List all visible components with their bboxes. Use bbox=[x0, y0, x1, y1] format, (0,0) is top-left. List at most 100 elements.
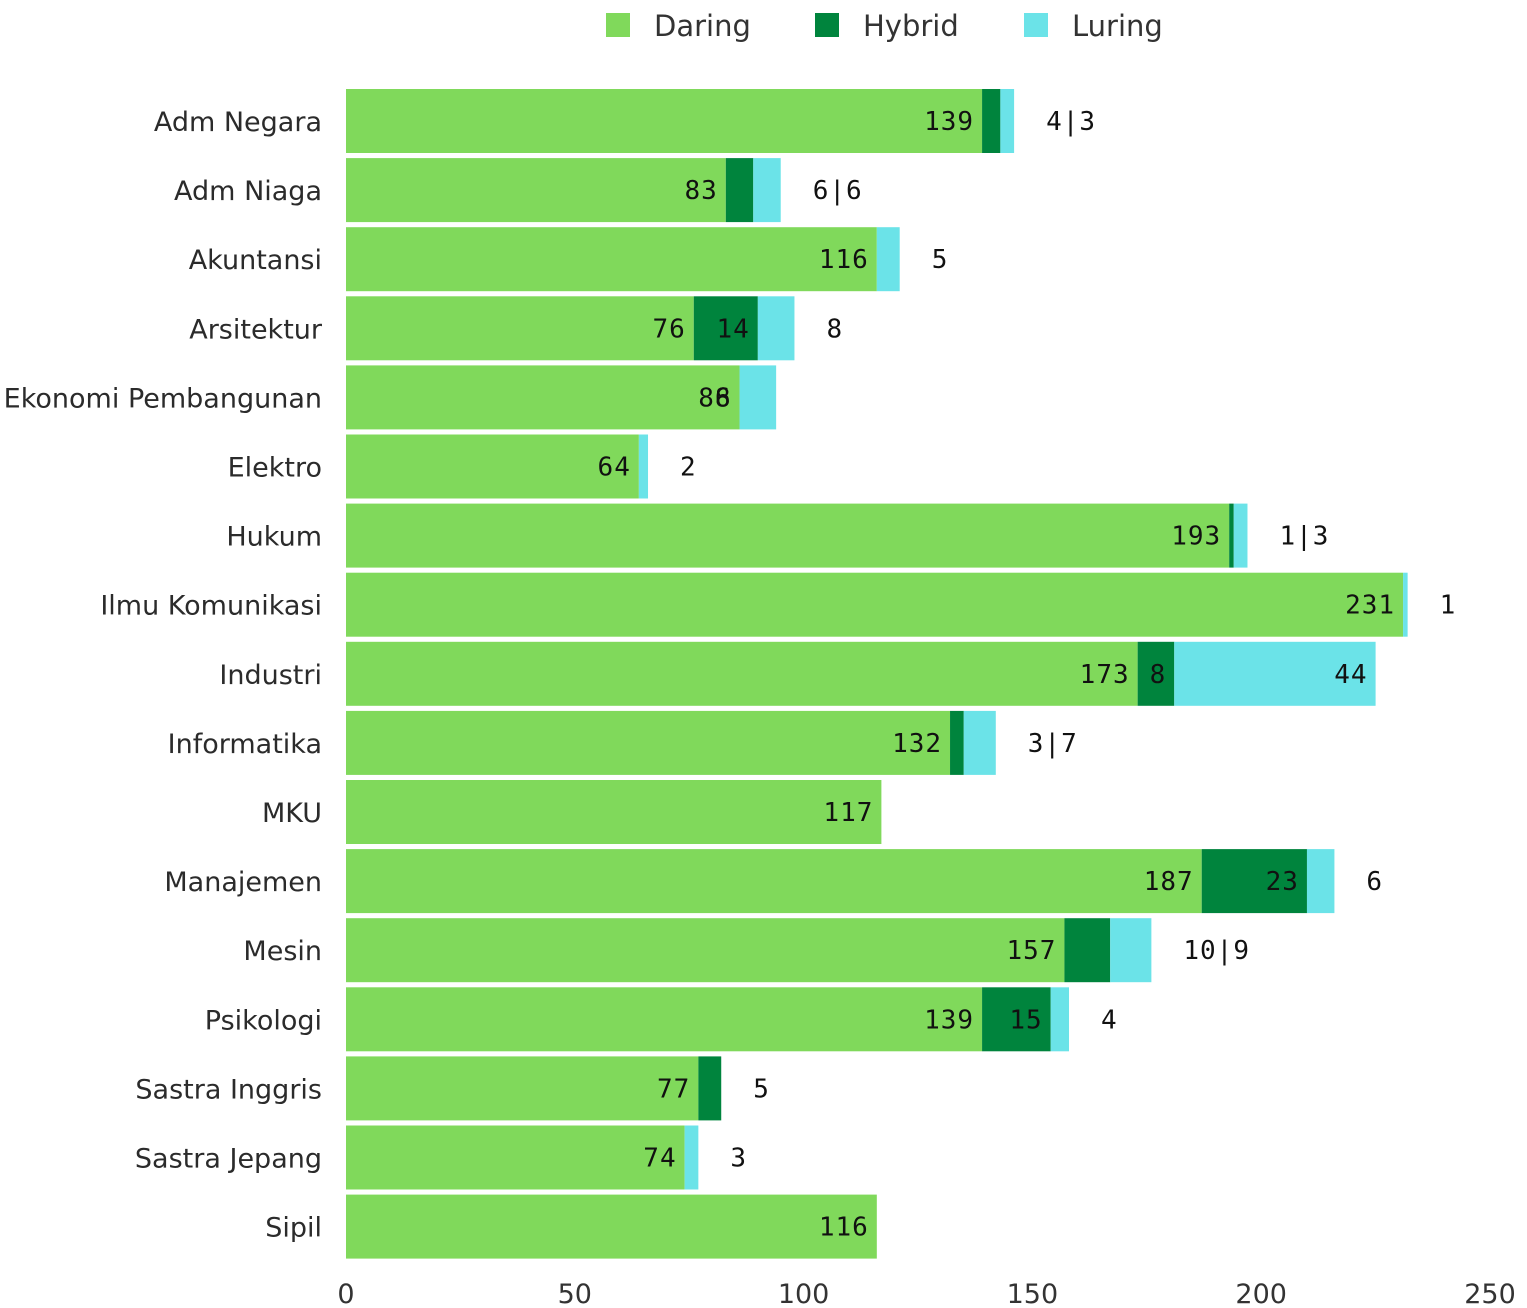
bar-value-label: 77 bbox=[657, 1074, 690, 1104]
bar-outside-label: 10|9 bbox=[1183, 936, 1250, 966]
category-label: Elektro bbox=[228, 453, 322, 484]
bar-luring-ekonomi-pembangunan bbox=[739, 365, 777, 430]
bar-daring-industri bbox=[346, 641, 1138, 706]
category-label: Industri bbox=[219, 660, 322, 691]
bar-hybrid-arsitektur bbox=[693, 296, 758, 361]
bar-luring-psikologi bbox=[1050, 987, 1070, 1052]
category-label: Sastra Jepang bbox=[135, 1144, 322, 1175]
bar-daring-adm-negara bbox=[346, 89, 983, 153]
legend-swatch-daring bbox=[606, 13, 630, 37]
bar-daring-psikologi bbox=[346, 987, 983, 1052]
category-label: Ilmu Komunikasi bbox=[100, 591, 322, 622]
bar-hybrid-adm-niaga bbox=[725, 158, 754, 223]
bar-luring-akuntansi bbox=[876, 227, 900, 292]
bar-outside-label: 6|6 bbox=[813, 176, 863, 206]
x-tick-label: 150 bbox=[1007, 1279, 1059, 1308]
bar-outside-label: 3|7 bbox=[1028, 729, 1078, 759]
legend-label-luring: Luring bbox=[1072, 9, 1163, 43]
bar-daring-ilmu-komunikasi bbox=[346, 572, 1404, 637]
legend: Daring Hybrid Luring bbox=[606, 9, 1163, 43]
bar-hybrid-industri bbox=[1137, 641, 1175, 706]
category-label: Manajemen bbox=[164, 867, 322, 898]
bar-value-label: 231 bbox=[1345, 591, 1395, 621]
category-labels: Adm Negara Adm Niaga Akuntansi Arsitektur Ek… bbox=[4, 107, 323, 1244]
category-label: Ekonomi Pembangunan bbox=[4, 383, 322, 414]
bar-luring-adm-negara bbox=[1000, 89, 1015, 153]
bars bbox=[346, 89, 1408, 1259]
bar-daring-arsitektur bbox=[346, 296, 694, 361]
bar-outside-label: 1|3 bbox=[1279, 522, 1329, 552]
bar-outside-label: 3 bbox=[730, 1144, 747, 1174]
bar-hybrid-adm-negara bbox=[982, 89, 1001, 153]
bar-value-label: 173 bbox=[1080, 660, 1130, 690]
bar-daring-manajemen bbox=[346, 849, 1202, 914]
bar-luring-mesin bbox=[1110, 918, 1152, 983]
bar-value-label: 117 bbox=[823, 798, 873, 828]
x-tick-label: 200 bbox=[1235, 1279, 1287, 1308]
x-tick-label: 0 bbox=[337, 1279, 354, 1308]
bar-outside-label: 4|3 bbox=[1046, 107, 1096, 137]
bar-hybrid-hukum bbox=[1229, 503, 1234, 568]
bar-value-label: 132 bbox=[892, 729, 942, 759]
bar-daring-sastra-jepang bbox=[346, 1125, 685, 1190]
bar-hybrid-manajemen bbox=[1201, 849, 1307, 914]
bar-daring-sastra-inggris bbox=[346, 1056, 699, 1121]
bar-hybrid-sastra-inggris bbox=[698, 1056, 722, 1121]
bar-luring-arsitektur bbox=[757, 296, 795, 361]
bar-value-label: 187 bbox=[1144, 867, 1194, 897]
bar-daring-informatika bbox=[346, 710, 951, 775]
legend-label-daring: Daring bbox=[654, 9, 751, 43]
bar-luring-adm-niaga bbox=[753, 158, 781, 223]
bar-luring-manajemen bbox=[1306, 849, 1335, 914]
bar-outside-label: 1 bbox=[1440, 591, 1457, 621]
bar-luring-elektro bbox=[638, 434, 649, 499]
bar-hybrid-mesin bbox=[1064, 918, 1111, 983]
bar-daring-adm-niaga bbox=[346, 158, 726, 223]
bar-value-label: 86 bbox=[698, 383, 731, 413]
category-label: Mesin bbox=[243, 936, 322, 967]
category-label: Psikologi bbox=[205, 1005, 322, 1036]
bar-outside-label: 6 bbox=[1366, 867, 1383, 897]
bar-value-label: 14 bbox=[717, 314, 750, 344]
bar-daring-akuntansi bbox=[346, 227, 877, 292]
bar-value-label: 116 bbox=[819, 245, 869, 275]
bar-hybrid-informatika bbox=[950, 710, 964, 775]
bar-outside-label: 4 bbox=[1101, 1005, 1118, 1035]
bar-value-label: 139 bbox=[924, 1005, 974, 1035]
legend-swatch-luring bbox=[1024, 13, 1048, 37]
bar-luring-sastra-jepang bbox=[684, 1125, 699, 1190]
bar-outside-label: 8 bbox=[826, 314, 843, 344]
category-label: Informatika bbox=[168, 729, 322, 760]
category-label: MKU bbox=[262, 798, 322, 829]
bar-value-label: 74 bbox=[643, 1144, 676, 1174]
bar-value-label: 116 bbox=[819, 1213, 869, 1243]
bar-daring-mku bbox=[346, 780, 882, 844]
legend-swatch-hybrid bbox=[815, 13, 839, 37]
category-label: Sastra Inggris bbox=[135, 1074, 322, 1105]
bar-value-label: 139 bbox=[924, 107, 974, 137]
category-label: Akuntansi bbox=[189, 245, 322, 276]
legend-label-hybrid: Hybrid bbox=[863, 9, 959, 43]
bar-value-label: 8 bbox=[1150, 660, 1167, 690]
bar-value-label: 64 bbox=[598, 453, 631, 483]
category-label: Arsitektur bbox=[189, 314, 323, 345]
bar-value-label: 8 bbox=[715, 383, 732, 413]
bar-daring-hukum bbox=[346, 503, 1230, 568]
category-label: Hukum bbox=[226, 522, 322, 553]
x-tick-label: 50 bbox=[558, 1279, 592, 1308]
x-tick-label: 250 bbox=[1464, 1279, 1516, 1308]
bar-outside-label: 5 bbox=[753, 1074, 770, 1104]
x-axis-ticks: 0 50 100 150 200 250 bbox=[337, 1279, 1515, 1308]
bar-daring-elektro bbox=[346, 434, 639, 499]
bar-daring-ekonomi-pembangunan bbox=[346, 365, 740, 430]
bar-hybrid-psikologi bbox=[982, 987, 1051, 1052]
bar-luring-hukum bbox=[1233, 503, 1248, 568]
bar-daring-mesin bbox=[346, 918, 1065, 983]
bar-value-label: 157 bbox=[1006, 936, 1056, 966]
bar-luring-informatika bbox=[963, 710, 996, 775]
bar-value-label: 76 bbox=[652, 314, 685, 344]
bar-luring-industri bbox=[1174, 641, 1376, 706]
bar-luring-ilmu-komunikasi bbox=[1403, 572, 1408, 637]
